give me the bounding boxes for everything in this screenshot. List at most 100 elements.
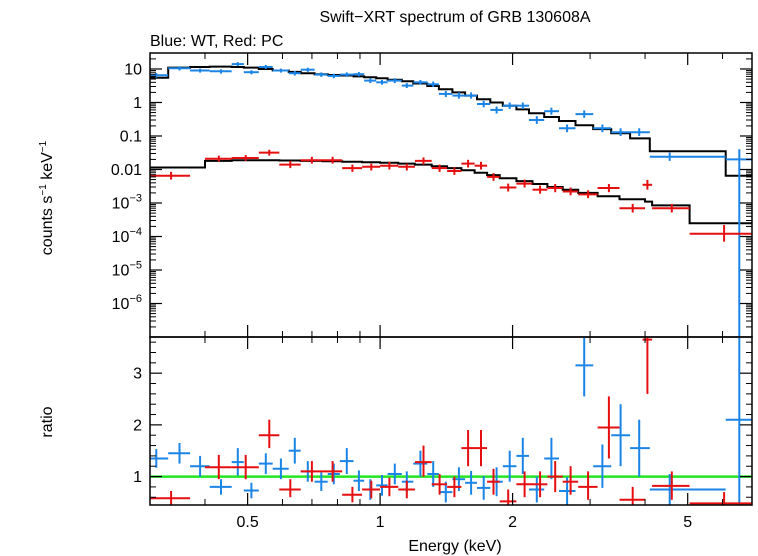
- wt-data-point-ratio-6: [258, 453, 273, 474]
- pc-data-point-ratio-20: [547, 461, 563, 493]
- wt-data-point-spectrum-17: [401, 83, 414, 88]
- wt-data-point-spectrum-27: [529, 116, 545, 124]
- wt-data-point-ratio-3: [209, 479, 232, 495]
- pc-data-point-ratio-7: [342, 486, 363, 503]
- pc-data-point-spectrum-8: [362, 163, 381, 171]
- pc-data-point-spectrum-25: [642, 179, 653, 190]
- x-tick-label: 2: [508, 514, 517, 531]
- wt-data-point-spectrum-31: [593, 124, 612, 133]
- pc-data-point-ratio-23: [597, 396, 620, 459]
- wt-data-point-ratio-33: [630, 419, 650, 477]
- pc-data-point-ratio-8: [362, 480, 381, 499]
- wt-data-point-spectrum-14: [364, 78, 377, 84]
- wt-data-point-ratio-26: [516, 437, 529, 474]
- pc-data-point-spectrum-18: [516, 179, 533, 188]
- pc-data-point-ratio-13: [447, 476, 462, 498]
- pc-data-point-spectrum-21: [562, 187, 579, 196]
- wt-data-point-ratio-25: [502, 450, 517, 482]
- wt-data-point-spectrum-10: [314, 72, 328, 77]
- pc-data-point-spectrum-23: [597, 184, 620, 193]
- y-tick-label: 1: [133, 469, 142, 486]
- x-tick-label: 0.5: [237, 514, 259, 531]
- wt-data-point-spectrum-22: [465, 92, 477, 99]
- pc-data-point-ratio-22: [578, 471, 598, 500]
- wt-data-point-ratio-1: [168, 443, 191, 464]
- pc-data-point-spectrum-11: [414, 157, 432, 165]
- pc-data-point-ratio-4: [279, 479, 301, 498]
- pc-data-point-ratio-11: [414, 445, 432, 477]
- y-tick-label: 10−3: [112, 192, 142, 212]
- y-tick-label: 0.01: [111, 162, 142, 179]
- wt-data-point-ratio-5: [243, 482, 259, 499]
- wt-data-point-spectrum-13: [353, 72, 365, 77]
- pc-data-point-ratio-25: [642, 337, 653, 394]
- wt-data-point-spectrum-1: [168, 66, 191, 71]
- wt-data-point-ratio-30: [575, 337, 594, 397]
- wt-data-point-spectrum-20: [438, 91, 453, 98]
- pc-data-point-spectrum-24: [619, 203, 645, 213]
- pc-data-point-ratio-18: [516, 471, 533, 498]
- pc-data-point-spectrum-17: [499, 183, 517, 192]
- pc-data-point-ratio-5: [300, 461, 323, 482]
- wt-data-point-spectrum-30: [575, 110, 594, 118]
- wt-data-point-spectrum-0: [150, 73, 169, 78]
- wt-data-point-spectrum-32: [611, 128, 631, 136]
- pc-data-point-ratio-16: [487, 468, 500, 495]
- wt-data-point-ratio-22: [465, 470, 477, 495]
- pc-data-point-ratio-27: [689, 492, 752, 505]
- pc-data-point-ratio-15: [474, 430, 488, 467]
- spectrum-panel: 10 1 0.1 0.01 10−3 10−4 10−5 10−6: [111, 52, 753, 338]
- pc-data-point-ratio-12: [431, 474, 448, 495]
- pc-data-point-spectrum-12: [431, 164, 448, 172]
- wt-data-point-ratio-31: [593, 444, 612, 488]
- wt-data-point-spectrum-25: [502, 102, 517, 109]
- pc-data-point-spectrum-9: [380, 161, 399, 170]
- pc-data-point-ratio-9: [380, 477, 399, 497]
- wt-data-point-ratio-11: [327, 463, 340, 485]
- pc-data-point-ratio-6: [322, 461, 343, 482]
- wt-data-point-ratio-0: [150, 449, 169, 468]
- spectrum-y-axis-label: counts s−1 keV−1: [38, 140, 56, 255]
- wt-data-point-ratio-32: [611, 404, 631, 467]
- wt-data-point-ratio-10: [314, 472, 328, 491]
- ratio-y-axis-label: ratio: [39, 406, 56, 437]
- y-tick-label: 10−4: [112, 226, 142, 246]
- y-tick-label: 2: [133, 417, 142, 434]
- y-tick-label: 10−6: [112, 293, 142, 313]
- wt-data-point-ratio-28: [544, 437, 559, 480]
- wt-data-point-ratio-13: [353, 470, 365, 491]
- pc-data-point-spectrum-6: [322, 156, 343, 164]
- y-tick-label: 3: [133, 366, 142, 383]
- ratio-panel: 1 2 3 0.5 1 2 5: [133, 336, 753, 531]
- pc-data-point-spectrum-1: [205, 155, 232, 162]
- wt-data-point-spectrum-23: [477, 100, 491, 108]
- pc-data-point-spectrum-16: [487, 173, 500, 181]
- wt-data-point-spectrum-29: [559, 124, 576, 133]
- y-tick-label: 1: [133, 95, 142, 112]
- wt-data-point-spectrum-15: [376, 80, 388, 85]
- pc-data-point-spectrum-10: [398, 163, 415, 171]
- pc-data-point-spectrum-14: [461, 159, 475, 168]
- pc-data-point-spectrum-2: [231, 155, 259, 161]
- wt-data-point-spectrum-2: [190, 68, 210, 73]
- pc-data-point-spectrum-0: [150, 171, 191, 180]
- wt-data-point-spectrum-16: [387, 78, 402, 84]
- pc-data-point-ratio-19: [532, 471, 548, 498]
- y-tick-label: 10: [124, 61, 142, 78]
- pc-data-point-spectrum-27: [689, 225, 752, 242]
- pc-data-point-spectrum-22: [578, 190, 598, 199]
- chart-title: Swift−XRT spectrum of GRB 130608A: [319, 9, 590, 26]
- wt-data-point-ratio-2: [190, 455, 210, 477]
- x-tick-label: 5: [683, 514, 692, 531]
- wt-data-point-spectrum-5: [243, 70, 259, 75]
- y-tick-label: 10−5: [112, 259, 142, 279]
- wt-data-point-spectrum-26: [516, 102, 529, 109]
- chart-subtitle: Blue: WT, Red: PC: [150, 33, 283, 50]
- wt-data-point-ratio-19: [427, 461, 439, 487]
- wt-data-point-spectrum-8: [288, 71, 301, 76]
- pc-data-point-spectrum-7: [342, 164, 363, 172]
- wt-data-point-spectrum-21: [452, 92, 466, 99]
- wt-data-point-ratio-16: [387, 463, 402, 485]
